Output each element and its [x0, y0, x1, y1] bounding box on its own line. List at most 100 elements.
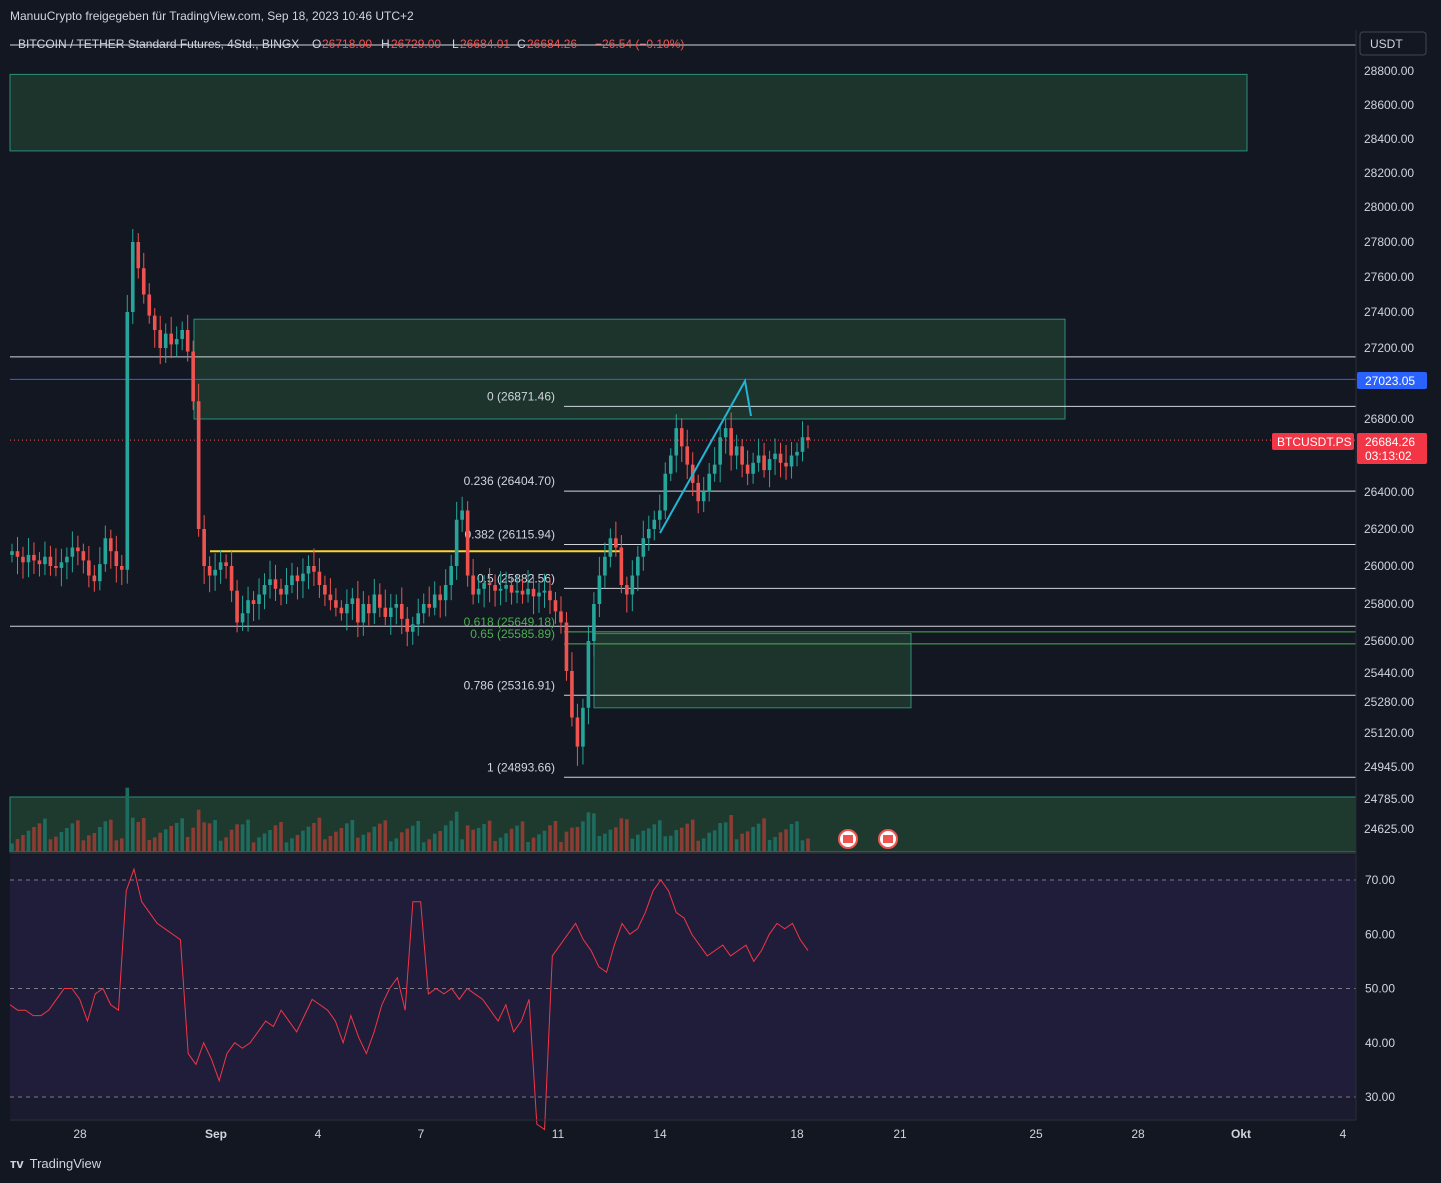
candle-body	[54, 566, 58, 568]
candle-body	[800, 437, 805, 452]
candle-body	[548, 590, 552, 601]
candle-body	[674, 428, 679, 456]
volume-bar	[751, 827, 755, 852]
candle-body	[76, 547, 80, 552]
candle-body	[367, 604, 371, 614]
volume-bar	[185, 837, 190, 852]
us-flag-event-icon	[843, 835, 853, 843]
trend-line	[659, 378, 752, 534]
candle-body	[762, 455, 766, 471]
volume-bar	[32, 827, 36, 852]
candle-body	[685, 446, 690, 465]
price-tick-label: 27200.00	[1364, 341, 1414, 355]
volume-bar	[76, 820, 80, 852]
legend-text: O	[312, 37, 321, 51]
volume-bar	[531, 837, 536, 852]
candle-body	[454, 519, 459, 566]
volume-bar	[548, 825, 552, 852]
price-tick-label: 26000.00	[1364, 559, 1414, 573]
volume-bar	[668, 835, 673, 852]
candle-body	[81, 551, 86, 561]
candle-body	[449, 566, 453, 585]
rsi-tick-label: 40.00	[1365, 1036, 1395, 1050]
time-tick-label: 14	[653, 1127, 667, 1141]
candle-body	[432, 594, 437, 608]
candle-body	[130, 242, 135, 312]
volume-bar	[163, 829, 168, 852]
candle-body	[32, 554, 36, 561]
time-tick-label: 4	[315, 1127, 322, 1141]
price-tick-label: 26400.00	[1364, 485, 1414, 499]
volume-bar	[454, 811, 459, 852]
volume-bar	[65, 828, 69, 852]
candle-body	[70, 547, 75, 557]
volume-bar	[696, 840, 701, 852]
volume-bar	[174, 823, 179, 852]
volume-bar	[449, 820, 453, 852]
candle-body	[109, 538, 113, 552]
price-tick-label: 26200.00	[1364, 522, 1414, 536]
candle-body	[43, 556, 47, 565]
candle-body	[410, 624, 415, 632]
volume-bar	[443, 825, 448, 852]
symbol-badge	[1272, 433, 1354, 450]
candle-body	[553, 600, 558, 612]
marked-price-label: 27023.05	[1365, 374, 1415, 388]
candle-body	[520, 590, 525, 595]
current-price-badge	[1357, 433, 1427, 464]
fib-label: 0.65 (25585.89)	[470, 627, 555, 641]
candle-body	[301, 573, 305, 582]
candle-body	[356, 598, 360, 623]
volume-bar	[92, 833, 97, 852]
volume-bar	[482, 824, 486, 852]
candle-body	[476, 588, 481, 595]
price-tick-label: 27800.00	[1364, 235, 1414, 249]
price-tick-label: 28000.00	[1364, 200, 1414, 214]
volume-bar	[312, 823, 316, 852]
volume-bar	[306, 826, 311, 852]
demand-zone	[593, 633, 912, 709]
candle-body	[92, 575, 97, 582]
candle-body	[218, 562, 223, 570]
candle-body	[729, 428, 733, 456]
candle-body	[152, 315, 157, 330]
candle-body	[378, 594, 382, 608]
volume-bar	[136, 822, 141, 852]
candle-body	[608, 538, 613, 557]
candle-body	[196, 401, 201, 529]
volume-bar	[48, 839, 53, 852]
volume-bar	[526, 842, 530, 852]
volume-bar	[718, 823, 722, 852]
footer: ᴛᴠ TradingView	[10, 1156, 101, 1171]
volume-bar	[520, 821, 525, 852]
legend-text: 26729.00	[391, 37, 441, 51]
candle-body	[784, 462, 788, 467]
candle-body	[526, 588, 530, 595]
volume-bar	[553, 821, 558, 852]
candle-body	[323, 585, 327, 595]
candle-body	[21, 556, 25, 563]
volume-bar	[619, 818, 624, 852]
price-tick-label: 28200.00	[1364, 166, 1414, 180]
volume-bar	[657, 820, 662, 852]
currency-button[interactable]	[1359, 31, 1427, 56]
volume-bar	[734, 839, 739, 852]
volume-bar	[240, 824, 245, 852]
volume-bar	[421, 842, 426, 852]
volume-bar	[81, 840, 86, 852]
time-tick-label: 25	[1029, 1127, 1043, 1141]
volume-bar	[762, 818, 766, 852]
volume-bar	[597, 836, 602, 852]
volume-bar	[729, 815, 733, 852]
candle-body	[119, 566, 124, 570]
price-tick-label: 27400.00	[1364, 305, 1414, 319]
price-tick-label: 24785.00	[1364, 792, 1414, 806]
candle-body	[213, 569, 217, 576]
candle-body	[630, 575, 635, 595]
volume-bar	[652, 824, 657, 852]
candle-body	[202, 529, 206, 566]
volume-bar	[301, 830, 305, 852]
volume-bar	[147, 840, 152, 852]
candle-body	[652, 519, 657, 529]
